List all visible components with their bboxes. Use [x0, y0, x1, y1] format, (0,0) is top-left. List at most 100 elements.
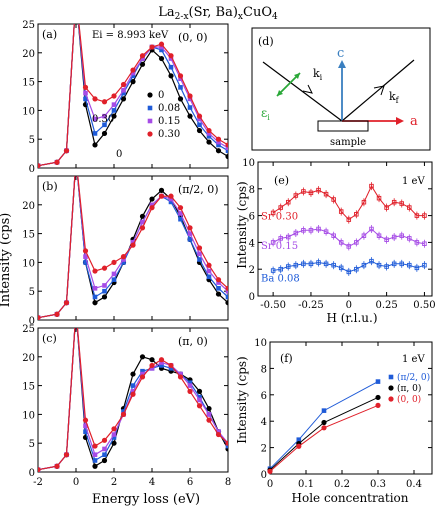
data-point: [120, 96, 127, 102]
data-point: [38, 163, 41, 168]
x-tick-label: 6: [187, 477, 193, 488]
y-tick-label: 20: [22, 353, 35, 364]
data-point: [130, 371, 136, 377]
kf-arrowhead: [373, 85, 385, 96]
data-point: [376, 195, 382, 201]
data-point: [111, 440, 117, 446]
data-point: [92, 268, 98, 274]
data-point: [139, 53, 146, 59]
data-point: [130, 391, 136, 397]
data-point: [407, 262, 412, 268]
data-point: [82, 417, 89, 423]
data-point: [286, 264, 291, 269]
data-point: [391, 199, 397, 205]
x-tick-label: 0.25: [375, 300, 397, 311]
panel-frame: [257, 161, 433, 297]
data-point: [102, 288, 107, 294]
data-point: [178, 211, 183, 216]
data-point: [197, 397, 202, 403]
data-point: [74, 308, 79, 313]
data-point: [391, 234, 397, 240]
sample-label: sample: [330, 137, 366, 148]
data-point: [196, 113, 203, 119]
data-point: [384, 205, 389, 210]
polarization-label: εi: [261, 106, 270, 122]
data-point: [92, 142, 98, 148]
data-point: [38, 467, 41, 472]
data-point: [206, 134, 212, 139]
y-tick-label: 2: [249, 265, 255, 276]
data-point: [92, 294, 98, 300]
data-point: [168, 362, 174, 369]
data-point: [111, 93, 117, 99]
data-point: [178, 371, 183, 377]
data-point: [74, 156, 79, 161]
panel-e-xlabel: H (r.l.u.): [326, 311, 377, 325]
y-tick-label: 0: [261, 470, 267, 481]
data-point: [369, 226, 374, 232]
left-xlabel: Energy loss (eV): [92, 492, 200, 507]
x-tick-label: 0.4: [406, 479, 422, 490]
panel-a: 0 5 10 15 20 25 (a) (0, 0) Ei = 8.993 keV 0 0.08 0.…: [22, 20, 229, 175]
data-point: [111, 277, 117, 282]
data-point: [149, 202, 155, 208]
data-point: [121, 90, 126, 96]
data-point: [197, 122, 202, 128]
panel-frame: [269, 341, 433, 475]
y-tick-label: 4: [261, 417, 267, 428]
y-tick-label: 0: [29, 316, 35, 327]
data-point: [187, 93, 193, 99]
data-point: [120, 411, 127, 417]
data-point: [130, 242, 136, 248]
data-point: [270, 240, 276, 245]
incident-beam: [262, 61, 343, 122]
data-point: [92, 443, 98, 449]
y-tick-label: 5: [29, 439, 35, 450]
panel-frame: [37, 175, 229, 321]
x-tick-label: -0.25: [298, 300, 324, 311]
data-point: [178, 76, 183, 82]
data-point: [139, 374, 146, 380]
data-point: [111, 108, 117, 113]
data-point: [54, 311, 60, 317]
data-point: [270, 210, 276, 216]
data-point: [140, 368, 145, 374]
data-point: [215, 148, 222, 154]
legend-marker: [147, 105, 153, 111]
data-point: [296, 443, 302, 449]
data-point: [121, 260, 126, 265]
data-point: [206, 406, 212, 412]
data-point: [399, 233, 404, 238]
data-point: [375, 402, 381, 408]
y-tick-label: 4: [249, 238, 255, 249]
series-label: Sr 0.15: [261, 241, 298, 252]
data-point: [187, 380, 193, 386]
annotation-0: 0: [116, 149, 122, 160]
data-point: [158, 193, 165, 199]
data-point: [422, 241, 427, 246]
y-tick-label: 10: [242, 158, 255, 169]
data-point: [301, 261, 306, 267]
series-line-0.30: [38, 24, 228, 167]
polarization-head-1: [294, 73, 300, 79]
y-tick-label: 6: [261, 391, 267, 402]
data-point: [158, 357, 165, 363]
panel-note: 1 eV: [402, 176, 425, 187]
data-point: [407, 236, 412, 241]
y-tick-label: 0: [29, 468, 35, 479]
data-point: [178, 216, 183, 222]
data-point: [323, 191, 329, 197]
data-point: [101, 437, 108, 443]
data-point: [354, 212, 359, 217]
data-point: [130, 70, 136, 76]
data-point: [293, 230, 299, 236]
data-point: [414, 265, 420, 271]
data-point: [331, 233, 336, 238]
y-tick-label: 0: [249, 292, 255, 303]
data-point: [83, 90, 88, 96]
data-point: [338, 240, 344, 245]
data-point: [267, 468, 273, 474]
data-point: [73, 156, 78, 161]
data-point: [331, 262, 336, 268]
